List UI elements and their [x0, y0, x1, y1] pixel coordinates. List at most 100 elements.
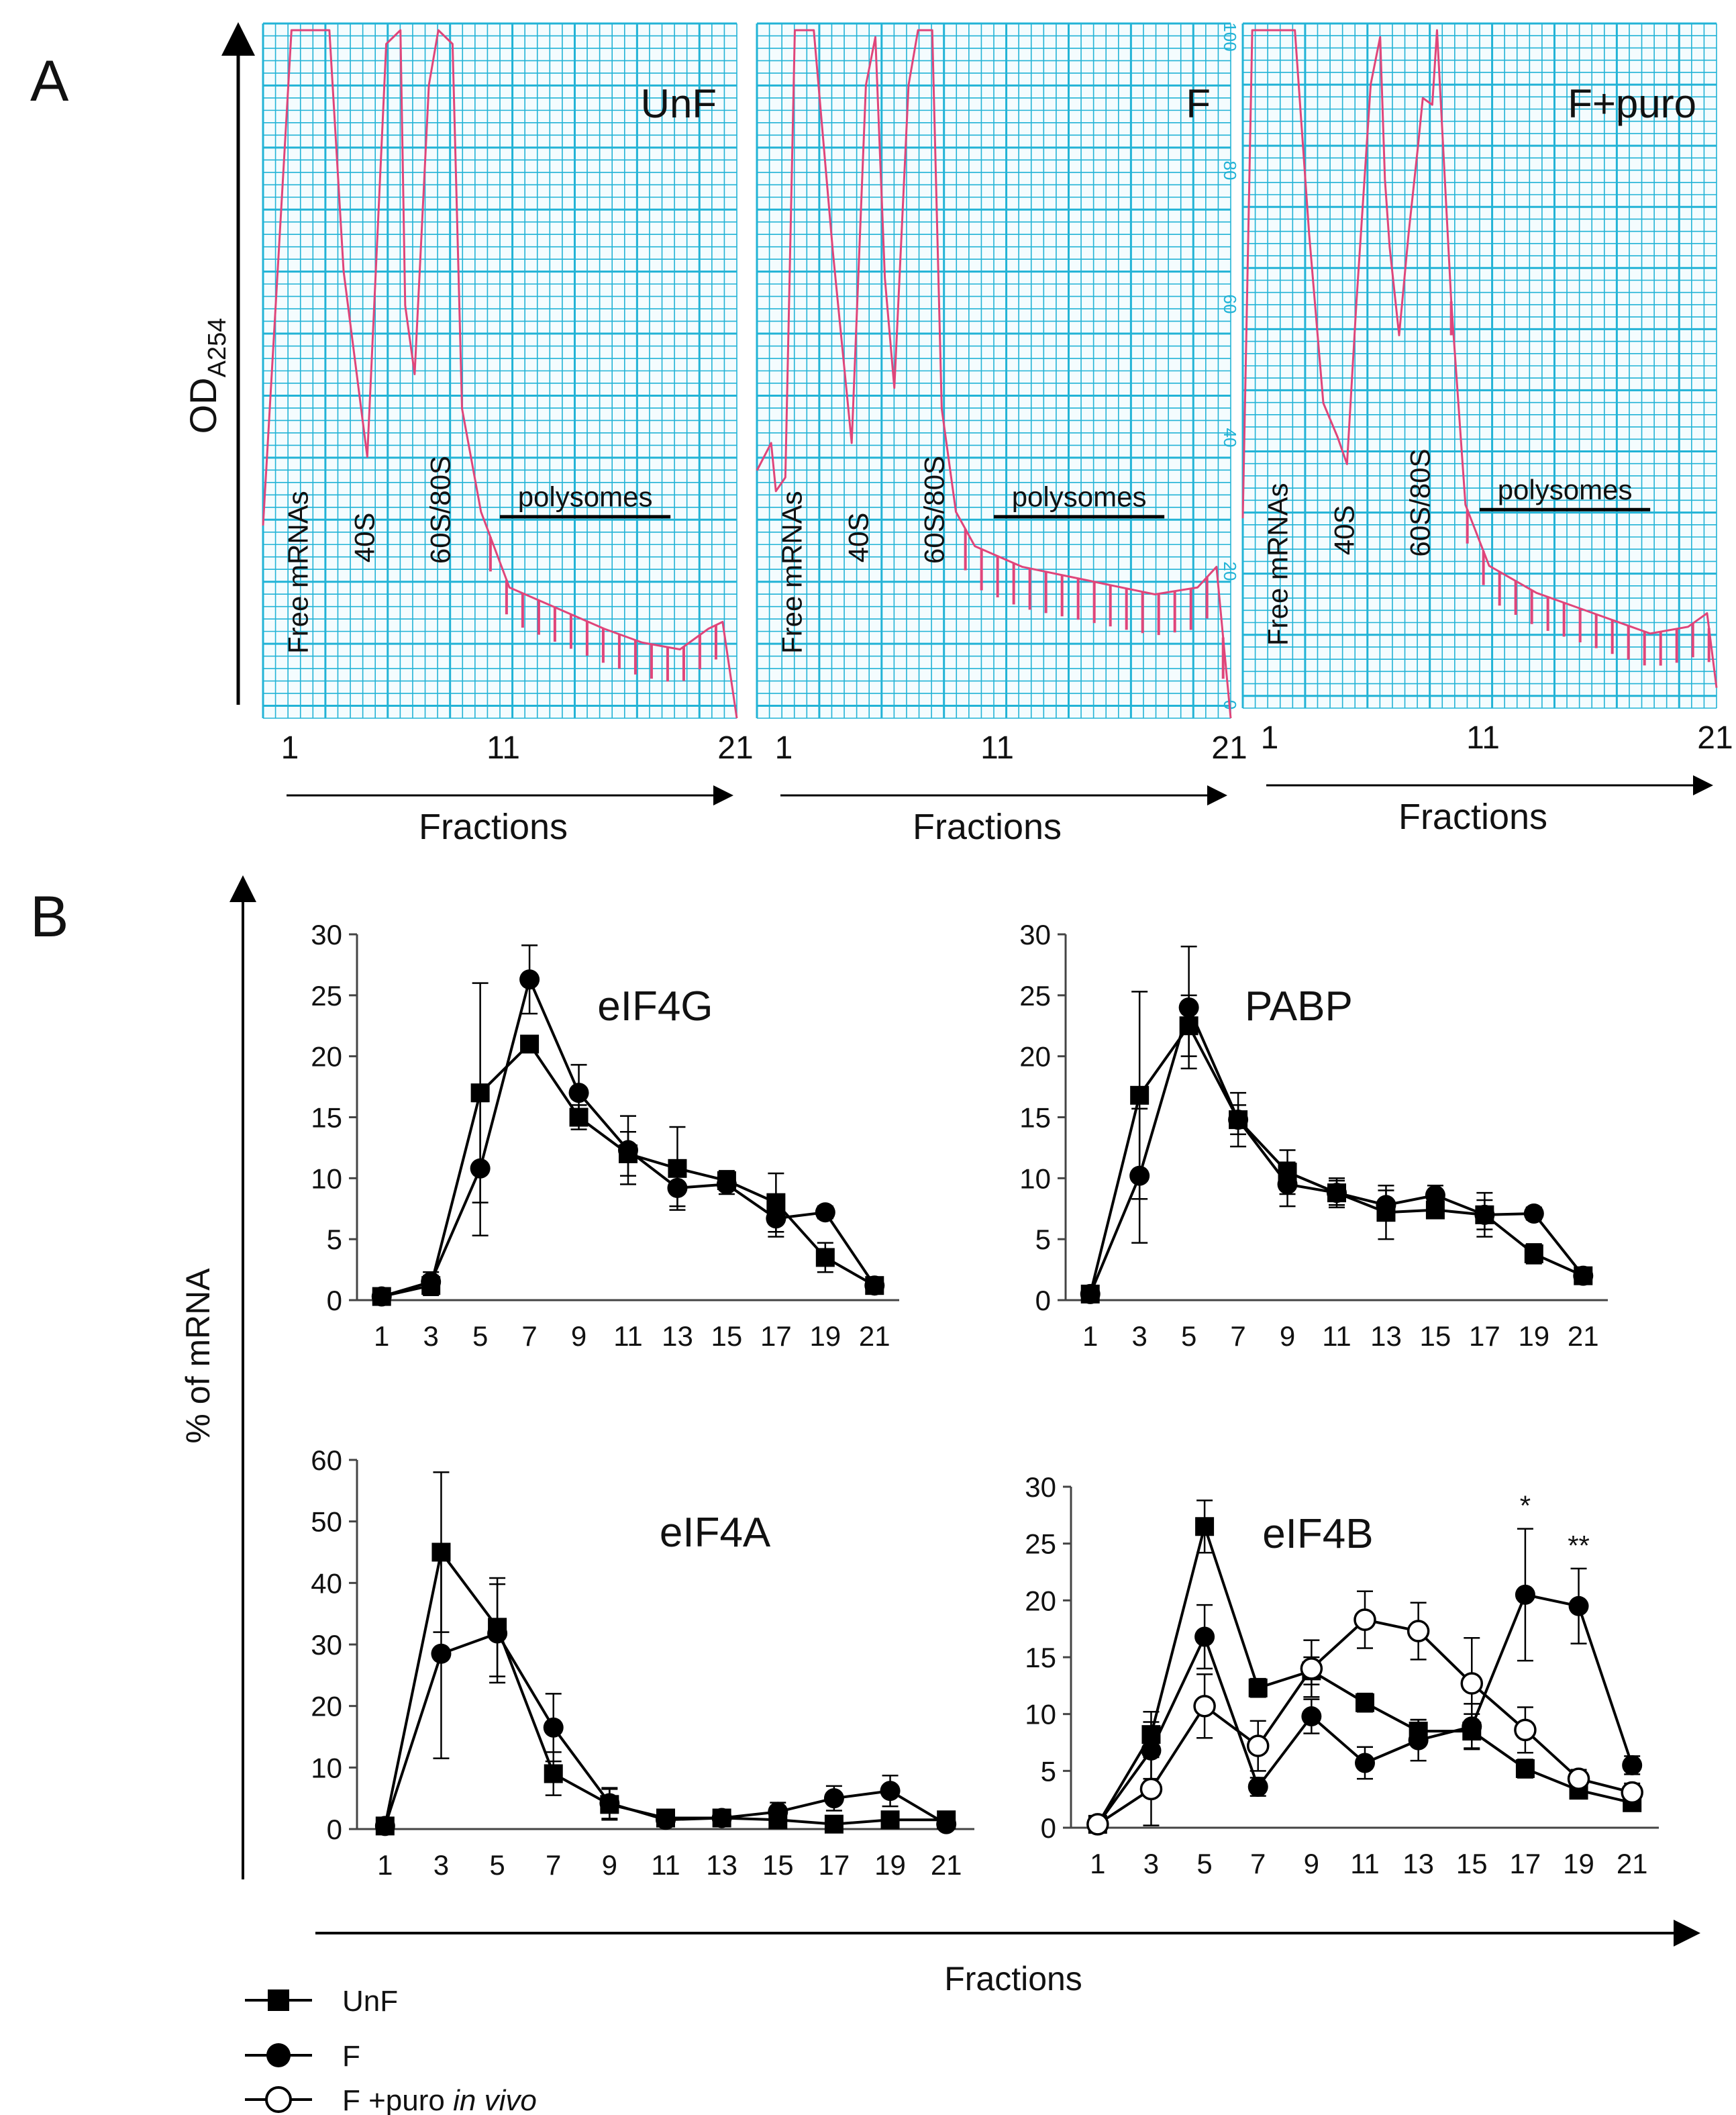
x-tick-label: 13 [662, 1320, 693, 1352]
profile-title: F+puro [1568, 81, 1696, 126]
series-unf [1080, 991, 1593, 1304]
data-point [1300, 1657, 1323, 1680]
data-point [1622, 1755, 1643, 1775]
data-point [1080, 1283, 1101, 1304]
y-tick-label: 10 [311, 1163, 342, 1194]
x-tick-label: 11 [613, 1320, 643, 1352]
data-point [1568, 1595, 1589, 1616]
profile-grid [756, 22, 1231, 719]
data-point [667, 1177, 688, 1198]
data-point [1086, 1813, 1109, 1836]
data-point [1425, 1185, 1445, 1206]
data-point [815, 1248, 835, 1267]
data-point [716, 1174, 737, 1195]
legend-f-label: F [342, 2040, 360, 2073]
y-tick-label: 30 [311, 919, 342, 950]
y-tick-label: 30 [311, 1629, 342, 1661]
x-tick-label: 11 [1322, 1320, 1351, 1352]
fraction-tick-label: 1 [775, 730, 793, 766]
x-tick-label: 19 [809, 1320, 841, 1352]
series-line [1096, 1618, 1633, 1826]
x-tick-label: 19 [1518, 1320, 1549, 1352]
data-point [1129, 1165, 1150, 1186]
data-point [1355, 1753, 1375, 1773]
panel-b-y-axis-label: % of mRNA [179, 1268, 217, 1444]
x-tick-label: 11 [1350, 1848, 1380, 1879]
profile-trace-group [1241, 29, 1718, 688]
data-point [470, 1083, 490, 1103]
x-tick-label: 15 [762, 1849, 794, 1881]
data-point [1247, 1777, 1268, 1798]
legend-unf-label: UnF [342, 1985, 398, 2018]
x-tick-label: 13 [706, 1849, 737, 1881]
x-tick-label: 5 [472, 1320, 488, 1352]
y-tick-label: 0 [1041, 1812, 1056, 1844]
x-tick-label: 3 [1143, 1848, 1159, 1879]
y-tick-label: 10 [1025, 1699, 1056, 1730]
peak-label: 60S/80S [918, 456, 950, 564]
legend-f-puro-marker [265, 2086, 292, 2113]
absorbance-trace [262, 29, 738, 719]
fraction-tick-label: 21 [1697, 720, 1733, 756]
x-tick-label: 5 [1196, 1848, 1212, 1879]
series-f [1080, 945, 1594, 1304]
data-point [371, 1286, 392, 1307]
data-point [543, 1717, 564, 1738]
data-point [1515, 1584, 1535, 1605]
fraction-tick-label: 11 [1466, 720, 1500, 756]
x-tick-label: 13 [1402, 1848, 1434, 1879]
profile-trace-group [756, 29, 1232, 719]
x-tick-label: 3 [423, 1320, 439, 1352]
panel-a-y-axis-label: ODA254 [182, 318, 232, 434]
data-point [1408, 1730, 1429, 1751]
data-point [1277, 1174, 1298, 1195]
data-point [568, 1083, 589, 1103]
fraction-tick-label: 11 [980, 730, 1014, 766]
x-tick-label: 13 [1370, 1320, 1402, 1352]
data-point [1141, 1740, 1162, 1761]
data-point [1130, 1085, 1150, 1105]
x-tick-label: 17 [1510, 1848, 1541, 1879]
y-tick-label: 20 [1019, 1041, 1051, 1073]
scale-tick-label: 20 [1220, 562, 1240, 581]
data-point [1248, 1678, 1268, 1698]
scale-tick-label: 80 [1220, 161, 1240, 181]
series-line [383, 1551, 947, 1826]
panel-b-x-axis-label: Fractions [944, 1960, 1082, 1998]
data-point [421, 1271, 442, 1292]
x-tick-label: 7 [546, 1849, 561, 1881]
absorbance-trace [1241, 29, 1718, 688]
significance-mark: ** [1568, 1530, 1590, 1561]
data-point [470, 1158, 491, 1179]
y-tick-label: 15 [1019, 1102, 1051, 1134]
data-point [1376, 1195, 1396, 1216]
panel-b-label: B [30, 885, 68, 949]
scale-tick-label: 40 [1220, 428, 1240, 448]
data-point [1460, 1672, 1484, 1695]
data-point [519, 969, 540, 990]
series-line [1088, 1024, 1584, 1295]
chart-title: PABP [1245, 983, 1353, 1030]
profile-title: UnF [641, 81, 717, 126]
significance-mark: * [1520, 1490, 1531, 1522]
x-tick-label: 7 [1230, 1320, 1245, 1352]
data-point [823, 1788, 844, 1809]
y-tick-label: 40 [311, 1567, 342, 1599]
y-tick-label: 25 [1025, 1528, 1056, 1560]
data-point [1567, 1767, 1590, 1790]
data-point [431, 1643, 452, 1664]
peak-label: 40S [348, 513, 380, 563]
legend-unf-marker [268, 1989, 289, 2011]
scale-tick-label: 100 [1220, 22, 1240, 51]
data-point [1193, 1695, 1216, 1718]
data-point [1407, 1620, 1430, 1642]
fractions-axis-label: Fractions [419, 807, 568, 847]
x-tick-label: 21 [1617, 1848, 1648, 1879]
data-point [374, 1816, 395, 1836]
data-point [711, 1808, 732, 1828]
profile-trace-group [262, 29, 738, 719]
